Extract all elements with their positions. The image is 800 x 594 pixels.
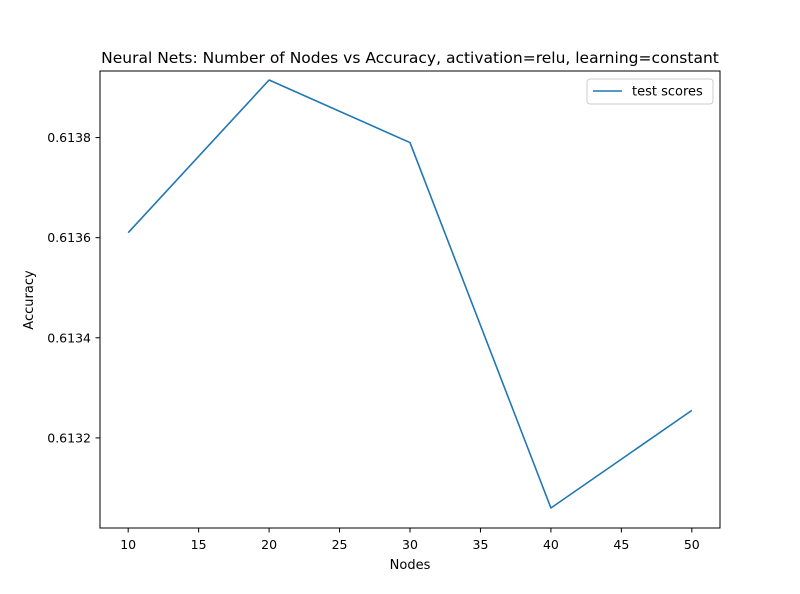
x-tick-label: 35 — [473, 537, 489, 552]
x-tick-label: 30 — [402, 537, 418, 552]
x-tick-label: 40 — [543, 537, 559, 552]
x-tick-label: 50 — [684, 537, 700, 552]
x-axis-label: Nodes — [390, 558, 431, 573]
x-tick-label: 20 — [261, 537, 277, 552]
y-tick-label: 0.6132 — [47, 430, 91, 445]
x-axis: 10 15 20 25 30 35 40 45 50 — [120, 528, 700, 552]
y-tick-label: 0.6134 — [47, 330, 91, 345]
y-tick-label: 0.6138 — [47, 130, 91, 145]
y-tick-label: 0.6136 — [47, 230, 91, 245]
y-axis-label: Accuracy — [22, 270, 37, 330]
series-line-test-scores — [127, 79, 693, 509]
legend: test scores — [586, 78, 714, 105]
y-axis: 0.6132 0.6134 0.6136 0.6138 — [47, 130, 100, 445]
legend-entry-test-scores: test scores — [632, 85, 703, 100]
legend-box — [586, 78, 714, 105]
chart-title: Neural Nets: Number of Nodes vs Accuracy… — [101, 49, 719, 67]
x-tick-label: 10 — [120, 537, 136, 552]
x-tick-label: 45 — [613, 537, 629, 552]
x-tick-label: 25 — [332, 537, 348, 552]
x-tick-label: 15 — [191, 537, 207, 552]
plot-area — [99, 70, 721, 529]
